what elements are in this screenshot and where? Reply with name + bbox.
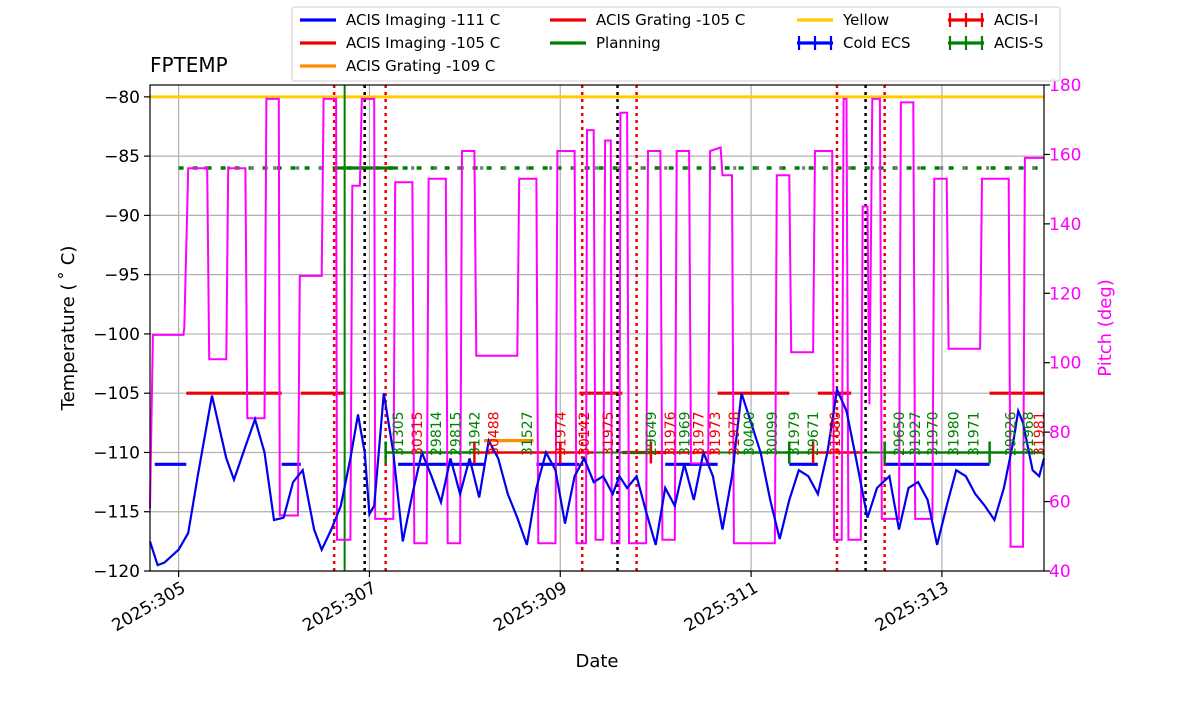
chart-title: FPTEMP [150, 53, 228, 77]
x-tick-label: 2025:305 [109, 578, 190, 636]
obsid-label: 29671 [806, 411, 822, 456]
y-tick-label: −100 [93, 325, 140, 345]
legend-items: ACIS Imaging -111 C ACIS Imaging -105 C AC… [300, 11, 1043, 75]
y-tick-label: −105 [93, 384, 140, 404]
x-tick-label: 2025:307 [299, 578, 380, 636]
obsid-label: 30400 [742, 411, 758, 456]
obsid-label: 29650 [892, 411, 908, 456]
legend-label: Planning [596, 34, 661, 52]
x-tick-label: 2025:311 [681, 578, 762, 636]
plot-area: 31305 30315 29814 29815 31942 30488 31527 31974… [148, 84, 1048, 572]
legend-box [291, 6, 1061, 82]
obsid-label: 31973 [708, 411, 724, 456]
obsid-label: 31977 [692, 411, 708, 456]
legend-label: Yellow [842, 11, 889, 29]
obsid-label: 29814 [429, 411, 445, 456]
obsid-labels: 31305 30315 29814 29815 31942 30488 31527 31974… [391, 411, 1048, 456]
legend-label: ACIS Grating -105 C [596, 11, 745, 29]
obsid-label: 31979 [787, 411, 803, 456]
obsid-label: 31927 [908, 411, 924, 456]
pitch-series-line [149, 97, 1044, 548]
y-tick-label: −80 [104, 88, 140, 108]
y-axis: −80 −85 −90 −95 −100 −105 −110 −115 −120 [93, 88, 150, 582]
obsid-label: 30488 [487, 411, 503, 456]
limit-lines [150, 95, 1044, 170]
obsid-label: 31980 [946, 411, 962, 456]
y2-tick-label: 40 [1049, 562, 1071, 582]
obsid-label: 30099 [765, 411, 781, 456]
plot-frame [149, 84, 1045, 572]
y2-axis-label: Pitch (deg) [1095, 279, 1116, 377]
obsid-label: 31968 [1021, 411, 1037, 456]
legend-label: Cold ECS [843, 34, 911, 52]
vertical-markers [332, 85, 886, 571]
obsid-label: 31975 [601, 411, 617, 456]
y-tick-label: −95 [104, 266, 140, 286]
y-tick-label: −120 [93, 562, 140, 582]
legend-label: ACIS-I [994, 11, 1038, 29]
obsid-label: 30142 [577, 411, 593, 456]
y2-tick-label: 60 [1049, 493, 1071, 513]
legend-label: ACIS-S [994, 34, 1043, 52]
obsid-label: 31971 [966, 411, 982, 456]
legend-label: ACIS Imaging -111 C [346, 11, 500, 29]
obsid-label: 31978 [727, 411, 743, 456]
obsid-label: 30315 [410, 411, 426, 456]
obsid-label: 31974 [553, 411, 569, 456]
obsid-label: 31976 [663, 411, 679, 456]
obsid-label: 31527 [520, 411, 536, 456]
obsid-label: 29926 [1004, 411, 1020, 456]
temperature-series-line [148, 385, 1046, 567]
x-axis-label: Date [575, 651, 618, 672]
y-axis-label: Temperature ( ˚ C) [58, 246, 79, 412]
y2-tick-label: 160 [1049, 145, 1081, 165]
x-axis: 2025:305 2025:307 2025:309 2025:311 2025:313 [109, 571, 953, 636]
obsid-label: 31305 [391, 411, 407, 456]
y-tick-label: −115 [93, 503, 140, 523]
y-tick-label: −90 [104, 206, 140, 226]
x-tick-label: 2025:313 [872, 578, 953, 636]
obsid-label: 31942 [467, 411, 483, 456]
obsid-label: 31680 [828, 411, 844, 456]
obsid-label: 29649 [644, 411, 660, 456]
obsid-label: 31970 [925, 411, 941, 456]
y-tick-label: −85 [104, 147, 140, 167]
y2-tick-label: 140 [1049, 215, 1081, 235]
grid-lines [150, 85, 1044, 572]
y-tick-label: −110 [93, 443, 140, 463]
obsid-label: 29815 [448, 411, 464, 456]
y2-tick-label: 120 [1049, 284, 1081, 304]
obsid-label: 31981 [1032, 411, 1048, 456]
y2-tick-label: 100 [1049, 354, 1081, 374]
y2-tick-label: 80 [1049, 423, 1071, 443]
obsid-label: 31969 [677, 411, 693, 456]
legend: ACIS Imaging -111 C ACIS Imaging -105 C AC… [291, 6, 1061, 82]
legend-label: ACIS Grating -109 C [346, 57, 495, 75]
x-tick-label: 2025:309 [490, 578, 571, 636]
legend-label: ACIS Imaging -105 C [346, 34, 500, 52]
